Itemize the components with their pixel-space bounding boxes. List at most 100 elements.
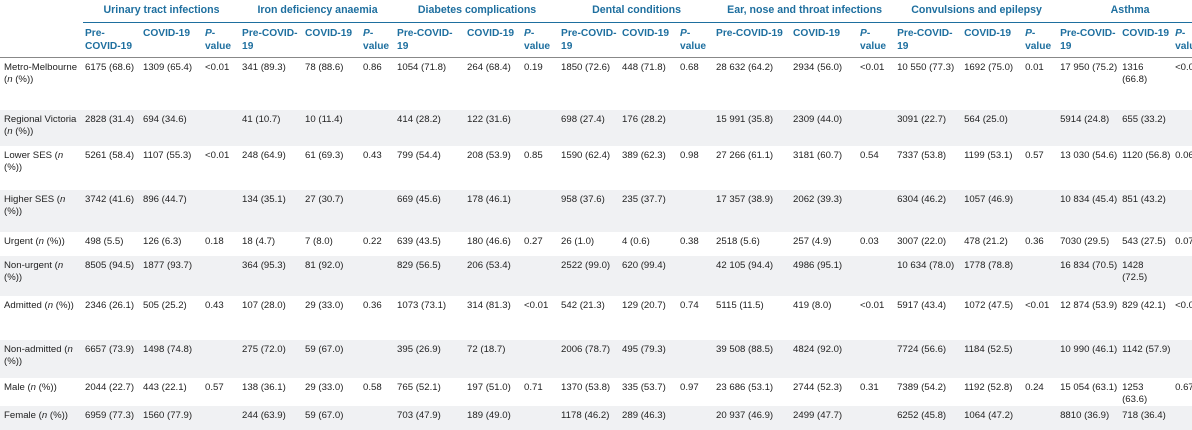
p-value-cell [678, 190, 714, 232]
covid-cell: 1064 (47.2) [962, 406, 1023, 430]
group-header-epilepsy: Convulsions and epilepsy [895, 0, 1058, 23]
row-label-header [0, 0, 83, 23]
covid-cell: 1192 (52.8) [962, 378, 1023, 406]
pre-covid-cell: 1370 (53.8) [559, 378, 620, 406]
p-value-cell: 0.58 [361, 378, 395, 406]
group-header-ent: Ear, nose and throat infections [714, 0, 895, 23]
p-value-cell [1173, 190, 1192, 232]
p-value-header: P-value [522, 23, 559, 58]
covid-header: COVID-19 [791, 23, 858, 58]
row-label-text: Metro-Melbourne [4, 62, 77, 73]
pre-covid-cell: 2346 (26.1) [83, 296, 141, 340]
table-row: Admitted (n (%))2346 (26.1)505 (25.2)0.4… [0, 296, 1192, 340]
covid-cell: 543 (27.5) [1120, 232, 1173, 256]
pre-covid-cell: 2518 (5.6) [714, 232, 791, 256]
row-label-subheader [0, 23, 83, 58]
pre-covid-cell: 7030 (29.5) [1058, 232, 1120, 256]
pre-covid-cell: 1054 (71.8) [395, 58, 465, 111]
p-value-cell [361, 256, 395, 296]
p-value-cell [203, 406, 240, 430]
pre-covid-cell: 6959 (77.3) [83, 406, 141, 430]
pre-covid-cell: 26 (1.0) [559, 232, 620, 256]
p-value-cell [858, 110, 895, 146]
p-value-cell [858, 340, 895, 378]
p-value-header: P-value [1023, 23, 1058, 58]
pre-covid-cell: 2828 (31.4) [83, 110, 141, 146]
pre-covid-cell: 12 874 (53.9) [1058, 296, 1120, 340]
p-value-cell [522, 340, 559, 378]
p-value-cell: 0.36 [1023, 232, 1058, 256]
pre-covid-cell: 41 (10.7) [240, 110, 303, 146]
covid-cell: 419 (8.0) [791, 296, 858, 340]
p-value-header: P-value [203, 23, 240, 58]
p-value-cell [361, 340, 395, 378]
covid-cell: 2934 (56.0) [791, 58, 858, 111]
pre-covid-cell: 698 (27.4) [559, 110, 620, 146]
pre-covid-cell: 669 (45.6) [395, 190, 465, 232]
p-value-cell [1023, 340, 1058, 378]
covid-header: COVID-19 [962, 23, 1023, 58]
p-value-cell: <0.01 [1023, 296, 1058, 340]
pre-covid-header: Pre-COVID-19 [83, 23, 141, 58]
pre-covid-cell: 42 105 (94.4) [714, 256, 791, 296]
p-value-cell: 0.74 [678, 296, 714, 340]
group-label: Iron deficiency anaemia [257, 0, 377, 20]
pre-covid-cell: 6657 (73.9) [83, 340, 141, 378]
row-label-text: Higher SES [4, 194, 54, 205]
covid-header: COVID-19 [465, 23, 522, 58]
p-value-cell: <0.01 [1173, 296, 1192, 340]
covid-cell: 829 (42.1) [1120, 296, 1173, 340]
covid-cell: 72 (18.7) [465, 340, 522, 378]
p-value-cell: 0.67 [1173, 378, 1192, 406]
pre-covid-cell: 138 (36.1) [240, 378, 303, 406]
covid-cell: 1072 (47.5) [962, 296, 1023, 340]
covid-cell: 1253 (63.6) [1120, 378, 1173, 406]
pre-covid-cell: 244 (63.9) [240, 406, 303, 430]
p-value-cell: 0.57 [203, 378, 240, 406]
covid-header: COVID-19 [141, 23, 203, 58]
p-value-cell [522, 256, 559, 296]
row-label: Male (n (%)) [0, 378, 83, 406]
p-value-cell: 0.27 [522, 232, 559, 256]
covid-cell: 29 (33.0) [303, 378, 361, 406]
covid-cell: 1560 (77.9) [141, 406, 203, 430]
pre-covid-cell: 5914 (24.8) [1058, 110, 1120, 146]
group-header-diabetes: Diabetes complications [395, 0, 559, 23]
p-value-cell [522, 110, 559, 146]
p-value-cell: 0.06 [1173, 146, 1192, 190]
row-label-text: Non-urgent [4, 260, 52, 271]
row-label-text: Admitted [4, 300, 42, 311]
covid-header: COVID-19 [620, 23, 678, 58]
covid-cell: 257 (4.9) [791, 232, 858, 256]
pre-covid-cell: 39 508 (88.5) [714, 340, 791, 378]
row-label-text: Regional Victoria [4, 114, 76, 125]
group-label: Dental conditions [592, 0, 681, 20]
row-label: Admitted (n (%)) [0, 296, 83, 340]
table-row: Higher SES (n (%))3742 (41.6)896 (44.7)1… [0, 190, 1192, 232]
covid-cell: 505 (25.2) [141, 296, 203, 340]
covid-cell: 208 (53.9) [465, 146, 522, 190]
row-label-text: Lower SES [4, 150, 52, 161]
p-value-cell [1023, 256, 1058, 296]
group-label: Ear, nose and throat infections [727, 0, 882, 20]
covid-cell: 655 (33.2) [1120, 110, 1173, 146]
covid-cell: 61 (69.3) [303, 146, 361, 190]
covid-cell: 2309 (44.0) [791, 110, 858, 146]
covid-cell: 176 (28.2) [620, 110, 678, 146]
row-label: Urgent (n (%)) [0, 232, 83, 256]
covid-cell: 1184 (52.5) [962, 340, 1023, 378]
covid-cell: 264 (68.4) [465, 58, 522, 111]
pre-covid-cell: 639 (43.5) [395, 232, 465, 256]
row-label: Metro-Melbourne (n (%)) [0, 58, 83, 111]
group-label: Convulsions and epilepsy [911, 0, 1042, 20]
covid-cell: 2744 (52.3) [791, 378, 858, 406]
pre-covid-header: Pre-COVID-19 [559, 23, 620, 58]
pre-covid-cell: 341 (89.3) [240, 58, 303, 111]
p-value-cell [203, 110, 240, 146]
covid-cell: 1316 (66.8) [1120, 58, 1173, 111]
p-value-cell [361, 110, 395, 146]
pre-covid-cell: 27 266 (61.1) [714, 146, 791, 190]
p-value-cell [1173, 340, 1192, 378]
pre-covid-cell: 703 (47.9) [395, 406, 465, 430]
row-label: Non-admitted (n (%)) [0, 340, 83, 378]
